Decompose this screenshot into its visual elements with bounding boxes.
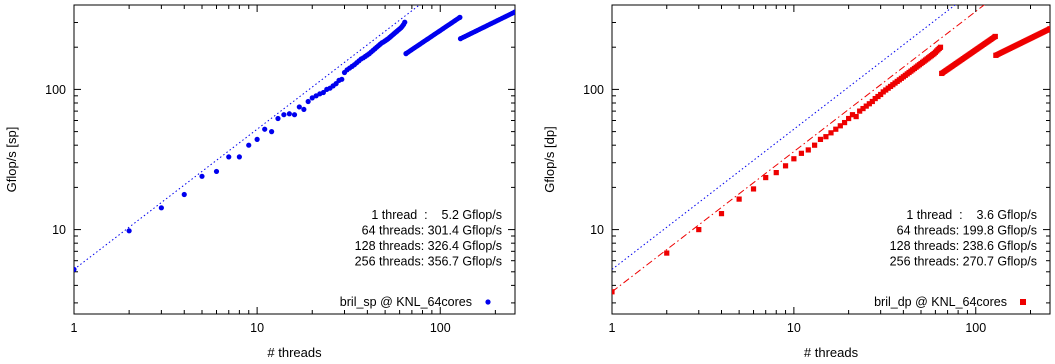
annotation-text: 1 thread : 3.6 Gflop/s bbox=[906, 208, 1037, 222]
data-point bbox=[817, 136, 824, 142]
data-point bbox=[301, 106, 307, 113]
ideal-scaling-line bbox=[612, 5, 956, 270]
annotation-text: 128 threads: 238.6 Gflop/s bbox=[890, 239, 1037, 253]
data-point bbox=[286, 111, 292, 117]
data-point bbox=[863, 103, 869, 109]
data-point bbox=[254, 136, 260, 142]
y-axis-label: Gflop/s [sp] bbox=[4, 127, 19, 193]
x-tick-label: 10 bbox=[250, 321, 264, 335]
annotation-text: 1 thread : 5.2 Gflop/s bbox=[371, 208, 502, 222]
x-axis-label: # threads bbox=[804, 345, 859, 360]
plot-area bbox=[74, 5, 515, 273]
data-point bbox=[823, 134, 829, 140]
annotation-text: 128 threads: 326.4 Gflop/s bbox=[355, 239, 502, 253]
chart-panel-1: 1 10 100 10 100 # threads Gflop/s [sp] 1 thread… bbox=[4, 4, 516, 360]
x-tick-label: 100 bbox=[430, 321, 451, 335]
data-point bbox=[872, 95, 878, 102]
annotation-text: 64 threads: 199.8 Gflop/s bbox=[897, 224, 1037, 238]
data-point bbox=[236, 154, 242, 160]
data-point bbox=[305, 98, 311, 105]
data-point bbox=[74, 266, 77, 273]
data-point bbox=[199, 173, 205, 179]
data-point-dense bbox=[512, 9, 515, 15]
data-point bbox=[309, 95, 315, 101]
data-point bbox=[126, 228, 132, 234]
legend-marker bbox=[485, 299, 491, 305]
chart-panel-2: 1 10 100 10 100 # threads Gflop/s [dp] 1 thread… bbox=[542, 4, 1051, 360]
data-point bbox=[246, 142, 252, 148]
data-point bbox=[158, 205, 164, 211]
data-point bbox=[736, 196, 742, 202]
y-tick-label: 10 bbox=[590, 223, 604, 237]
data-point bbox=[612, 289, 615, 295]
data-point bbox=[841, 119, 848, 126]
data-point bbox=[696, 226, 702, 233]
data-point bbox=[875, 93, 881, 100]
data-point bbox=[860, 105, 866, 112]
plot-frame bbox=[73, 4, 516, 315]
legend-label: bril_dp @ KNL_64cores bbox=[874, 295, 1007, 309]
data-point bbox=[857, 108, 863, 114]
x-tick-label: 1 bbox=[609, 321, 616, 335]
x-axis-label: # threads bbox=[267, 345, 322, 360]
data-point-dense bbox=[457, 14, 463, 20]
data-point bbox=[853, 113, 859, 120]
data-point bbox=[402, 19, 408, 25]
y-tick-label: 10 bbox=[52, 223, 66, 237]
data-point bbox=[773, 170, 779, 176]
x-tick-label: 100 bbox=[965, 321, 986, 335]
data-point bbox=[828, 130, 834, 136]
plot-frame bbox=[611, 4, 1051, 315]
data-point bbox=[833, 126, 839, 132]
legend-label: bril_sp @ KNL_64cores bbox=[340, 295, 472, 309]
data-point-dense bbox=[992, 34, 998, 39]
data-point bbox=[281, 112, 287, 118]
data-point bbox=[798, 150, 805, 156]
x-tick-label: 10 bbox=[787, 321, 801, 335]
data-point bbox=[296, 104, 302, 110]
data-point bbox=[262, 126, 268, 132]
data-point bbox=[181, 191, 187, 198]
data-point bbox=[226, 154, 232, 160]
y-tick-label: 100 bbox=[45, 83, 66, 97]
y-axis-label: Gflop/s [dp] bbox=[542, 126, 557, 192]
data-point bbox=[869, 98, 875, 105]
data-point bbox=[291, 112, 298, 118]
plot-area bbox=[612, 5, 1050, 295]
data-point bbox=[791, 156, 797, 162]
data-point bbox=[846, 115, 852, 122]
data-point bbox=[269, 129, 275, 135]
data-point bbox=[866, 101, 872, 107]
data-point bbox=[320, 89, 326, 96]
data-point bbox=[782, 163, 789, 169]
data-point-dense bbox=[1047, 26, 1050, 32]
ideal-scaling-line bbox=[74, 5, 421, 270]
data-point bbox=[763, 174, 769, 181]
ideal-scaling-line bbox=[612, 5, 985, 293]
data-point bbox=[213, 168, 220, 175]
data-point bbox=[750, 186, 757, 192]
annotation-text: 64 threads: 301.4 Gflop/s bbox=[362, 224, 502, 238]
annotation-text: 256 threads: 356.7 Gflop/s bbox=[355, 255, 502, 269]
data-point bbox=[811, 142, 818, 148]
annotation-text: 256 threads: 270.7 Gflop/s bbox=[890, 255, 1037, 269]
x-tick-label: 1 bbox=[71, 321, 78, 335]
data-point bbox=[805, 147, 811, 153]
y-tick-label: 100 bbox=[583, 83, 604, 97]
data-point bbox=[339, 76, 345, 82]
data-point bbox=[664, 250, 670, 256]
data-point bbox=[837, 123, 843, 129]
data-point bbox=[275, 115, 281, 122]
legend-marker bbox=[1020, 299, 1026, 305]
data-point bbox=[937, 44, 944, 50]
data-point bbox=[718, 211, 725, 217]
data-point bbox=[849, 112, 856, 118]
